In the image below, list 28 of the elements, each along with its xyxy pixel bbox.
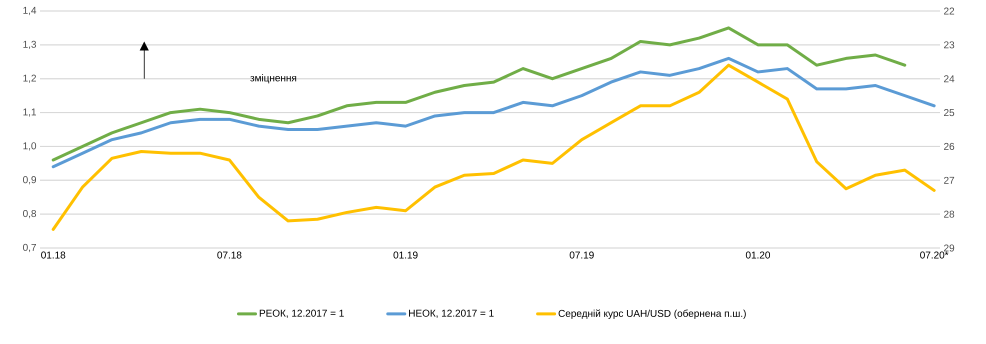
line-series: [52, 56, 936, 168]
x-tick-label: 01.19: [394, 252, 418, 259]
x-tick-label: 01.20: [746, 252, 770, 259]
y2-tick-label: 27: [944, 176, 954, 184]
y2-tick-label: 29: [944, 244, 954, 252]
x-tick-label: 01.18: [41, 252, 66, 259]
y2-tick-label: 24: [944, 75, 954, 82]
y-tick-label: 1,4: [23, 6, 36, 16]
x-tick-label: 07.19: [570, 252, 594, 259]
y2-tick-label: 28: [944, 210, 954, 218]
y-tick-label: 1,2: [23, 74, 36, 83]
y-tick-label: 1,1: [23, 108, 36, 117]
y2-tick-label: 26: [944, 142, 954, 150]
legend-label: НЕОК, 12.2017 = 1: [409, 310, 494, 318]
y2-tick-label: 22: [944, 8, 954, 14]
y-tick-label: 0,7: [23, 244, 36, 252]
y2-tick-label: 25: [944, 109, 954, 116]
annotation: зміцнення: [250, 74, 296, 84]
legend-label: Середній курс UAH/USD (обернена п.ш.): [558, 309, 746, 319]
y-tick-label: 0,8: [23, 210, 36, 218]
y-tick-label: 1,0: [23, 142, 36, 151]
x-tick-label: 07.18: [217, 252, 242, 259]
y-tick-label: 1,3: [23, 40, 36, 49]
y2-tick-label: 23: [944, 41, 954, 48]
y-tick-label: 0,9: [23, 176, 36, 184]
x-tick-label: 07.20*: [920, 252, 948, 259]
line-series: [52, 64, 936, 231]
legend-label: РЕОК, 12.2017 = 1: [260, 310, 344, 318]
